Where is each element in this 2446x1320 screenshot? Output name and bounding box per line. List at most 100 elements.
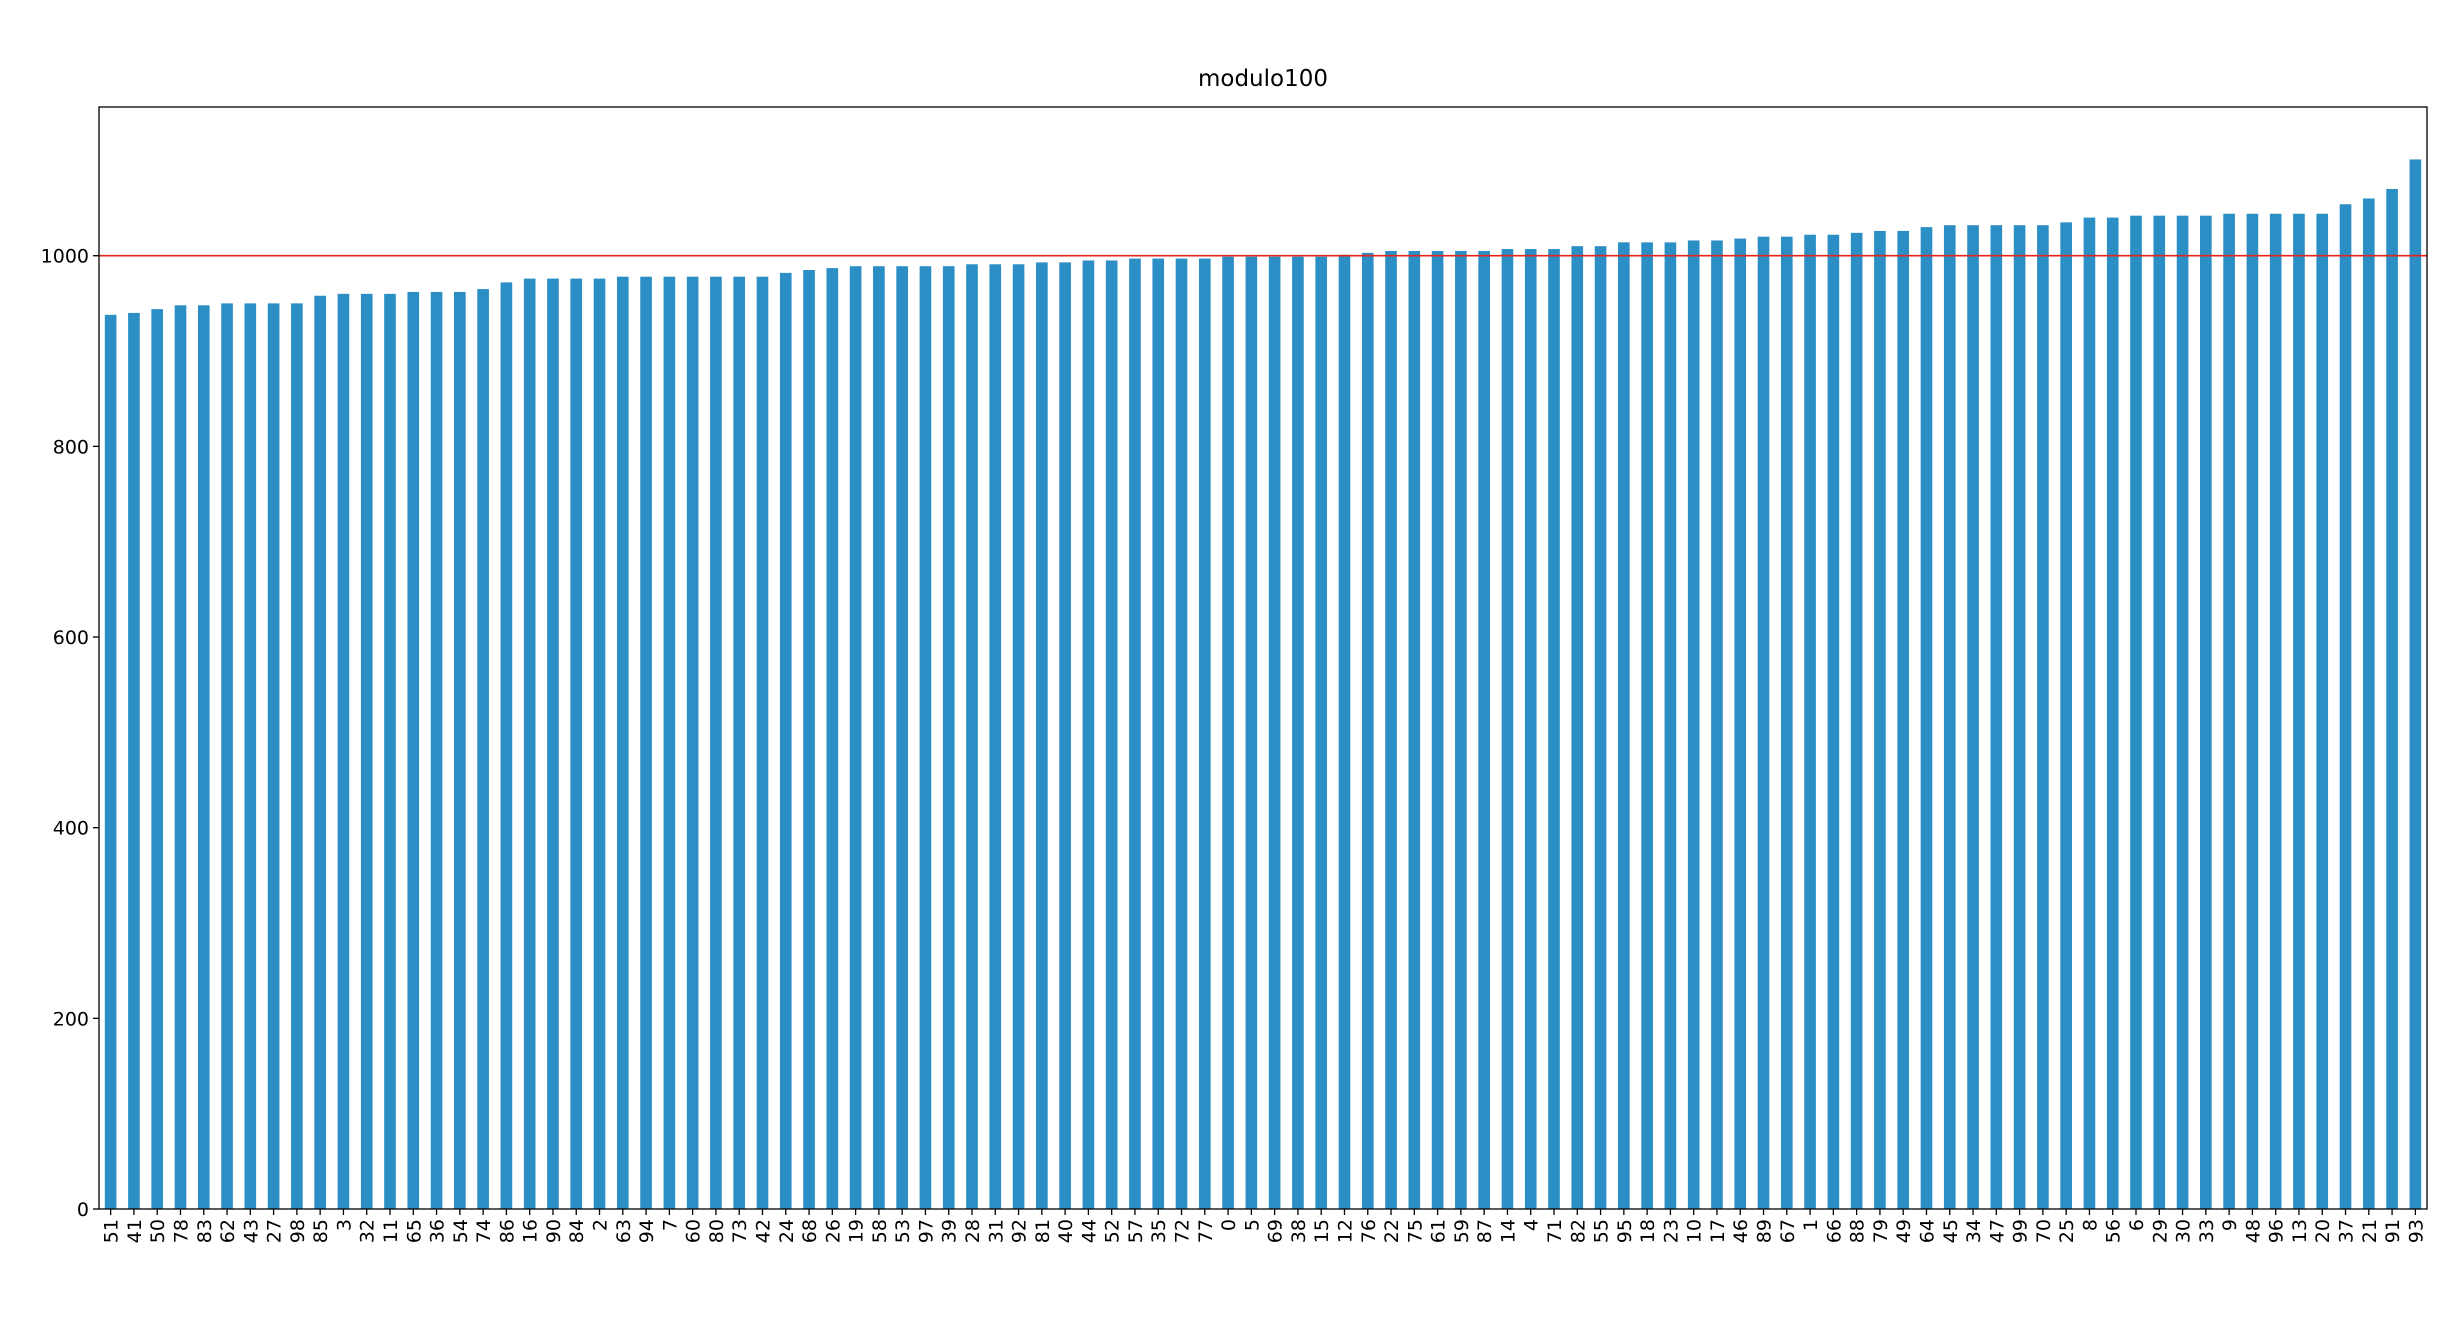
x-tick-label: 97: [915, 1219, 937, 1243]
x-tick-label: 6: [2126, 1219, 2148, 1231]
x-tick-label: 42: [752, 1219, 774, 1243]
bar: [2153, 215, 2166, 1209]
x-tick-label: 76: [1358, 1219, 1380, 1243]
bar: [384, 293, 396, 1209]
bar: [1338, 254, 1351, 1209]
x-tick-label: 10: [1684, 1219, 1706, 1243]
x-tick-label: 71: [1544, 1219, 1566, 1243]
x-tick-label: 41: [124, 1219, 146, 1243]
bar: [803, 270, 815, 1210]
x-tick-label: 0: [1218, 1219, 1240, 1231]
bar: [2223, 213, 2235, 1209]
bar: [2339, 204, 2352, 1209]
bar: [2293, 213, 2305, 1209]
bar: [1850, 232, 1863, 1209]
x-tick-label: 4: [1521, 1219, 1543, 1231]
bar: [128, 312, 140, 1209]
bar: [1082, 260, 1095, 1209]
bar: [1618, 242, 1630, 1210]
x-tick-label: 91: [2382, 1219, 2404, 1243]
bar: [244, 303, 257, 1209]
x-tick-label: 61: [1428, 1219, 1450, 1243]
x-tick-label: 39: [939, 1219, 961, 1243]
x-tick-label: 74: [473, 1219, 495, 1243]
bar: [1385, 250, 1397, 1210]
bar: [919, 266, 932, 1209]
bar: [454, 291, 466, 1209]
x-tick-label: 46: [1730, 1219, 1752, 1243]
x-tick-label: 64: [1916, 1219, 1938, 1243]
bar: [1152, 258, 1165, 1210]
x-tick-label: 85: [310, 1219, 332, 1243]
bar: [1012, 264, 1025, 1210]
bar: [1664, 242, 1677, 1210]
x-tick-label: 45: [1940, 1219, 1962, 1243]
x-tick-label: 16: [520, 1219, 542, 1243]
x-tick-label: 93: [2405, 1219, 2427, 1243]
bar: [523, 278, 536, 1210]
bar: [2409, 159, 2422, 1210]
x-tick-label: 89: [1754, 1219, 1776, 1243]
bar: [1641, 242, 1653, 1210]
x-tick-label: 70: [2033, 1219, 2055, 1243]
bar: [849, 266, 862, 1209]
bar: [2130, 215, 2142, 1209]
bar: [942, 266, 955, 1209]
bar: [640, 276, 652, 1209]
bar: [1222, 256, 1234, 1209]
x-tick-label: 80: [706, 1219, 728, 1243]
x-tick-label: 67: [1777, 1219, 1799, 1243]
x-tick-label: 19: [846, 1219, 868, 1243]
x-tick-label: 59: [1451, 1219, 1473, 1243]
plot-frame: [98, 106, 2428, 1210]
bar: [500, 282, 513, 1209]
x-tick-label: 54: [450, 1219, 472, 1243]
x-tick-label: 35: [1148, 1219, 1170, 1243]
x-tick-label: 11: [380, 1219, 402, 1243]
x-tick-label: 48: [2242, 1219, 2264, 1243]
bar: [663, 276, 676, 1209]
bar: [477, 289, 489, 1209]
x-tick-label: 34: [1963, 1219, 1985, 1243]
x-tick-label: 14: [1497, 1219, 1519, 1243]
x-tick-label: 29: [2149, 1219, 2171, 1243]
x-tick-label: 79: [1870, 1219, 1892, 1243]
bar: [360, 293, 373, 1209]
bar: [896, 266, 908, 1209]
bar: [1594, 246, 1607, 1209]
bar: [1268, 256, 1281, 1209]
bar: [1431, 250, 1444, 1210]
bar: [2060, 222, 2072, 1209]
x-tick-label: 25: [2056, 1219, 2078, 1243]
bar: [710, 276, 722, 1209]
x-tick-label: 83: [194, 1219, 216, 1243]
x-tick-label: 84: [566, 1219, 588, 1243]
x-tick-label: 9: [2219, 1219, 2241, 1231]
x-tick-label: 60: [683, 1219, 705, 1243]
x-tick-label: 78: [170, 1219, 192, 1243]
bar: [1687, 240, 1700, 1209]
bar: [570, 278, 583, 1210]
bar: [756, 276, 769, 1209]
x-tick-label: 86: [496, 1219, 518, 1243]
bar: [1780, 236, 1793, 1209]
bar: [1897, 230, 1910, 1209]
bar: [1175, 258, 1188, 1210]
x-tick-label: 44: [1078, 1219, 1100, 1243]
bar: [593, 278, 606, 1210]
bar: [2386, 188, 2398, 1210]
x-tick-label: 33: [2196, 1219, 2218, 1243]
x-tick-label: 92: [1009, 1219, 1031, 1243]
bar: [616, 276, 629, 1209]
bar: [1827, 234, 1840, 1209]
x-tick-label: 36: [427, 1219, 449, 1243]
bar: [174, 305, 187, 1210]
bar: [267, 303, 280, 1209]
bar: [1990, 225, 2003, 1209]
x-tick-label: 53: [892, 1219, 914, 1243]
x-tick-label: 56: [2103, 1219, 2125, 1243]
x-tick-label: 37: [2336, 1219, 2358, 1243]
x-tick-label: 12: [1334, 1219, 1356, 1243]
x-tick-label: 3: [333, 1219, 355, 1231]
chart-title: modulo100: [1198, 66, 1328, 92]
